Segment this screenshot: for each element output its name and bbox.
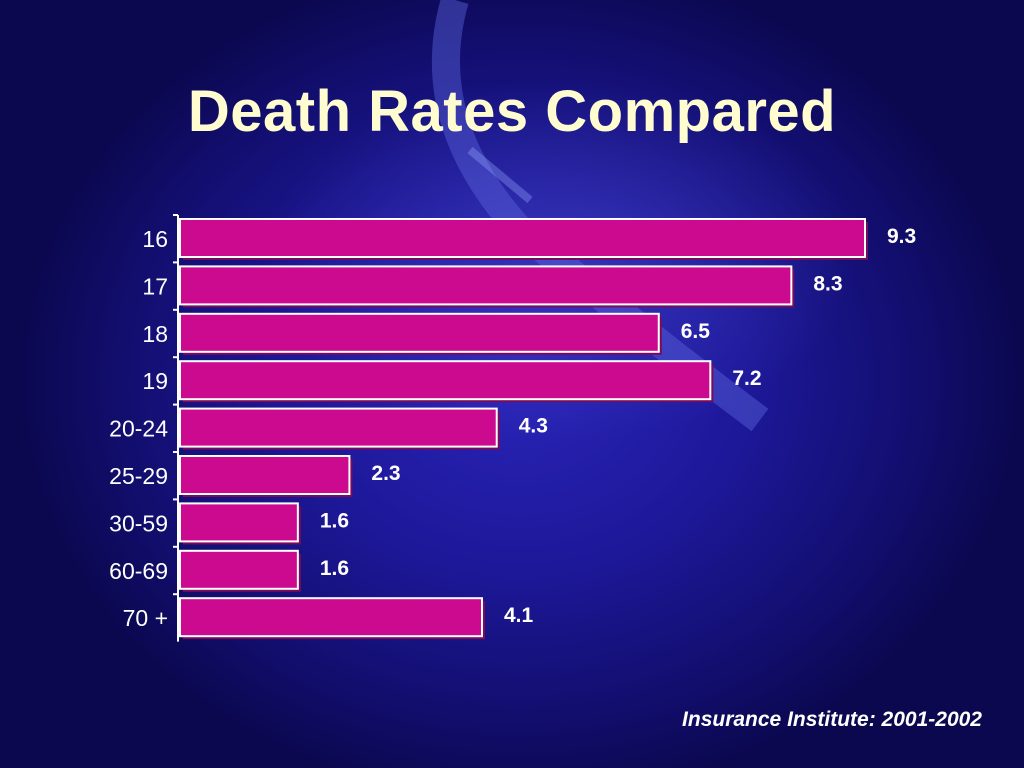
bar (179, 549, 299, 590)
category-label: 70 + (123, 605, 168, 631)
category-label: 25-29 (109, 463, 168, 489)
category-label: 20-24 (109, 416, 168, 442)
value-label: 4.1 (504, 604, 534, 627)
source-caption: Insurance Institute: 2001-2002 (682, 708, 982, 731)
value-label: 1.6 (320, 509, 349, 532)
bar (179, 407, 498, 448)
category-label: 18 (142, 321, 168, 347)
category-label: 16 (142, 226, 168, 252)
value-label: 7.2 (732, 367, 761, 390)
value-label: 1.6 (320, 557, 349, 580)
value-label: 4.3 (519, 415, 548, 438)
bar (179, 502, 299, 543)
bar (179, 360, 712, 401)
category-label: 60-69 (109, 558, 168, 584)
category-label: 17 (142, 273, 168, 299)
bar (179, 218, 866, 258)
value-label: 9.3 (887, 225, 916, 248)
category-label: 30-59 (109, 510, 168, 536)
bar (179, 265, 793, 306)
value-label: 8.3 (813, 272, 842, 295)
bar (179, 597, 483, 638)
bar (179, 455, 351, 495)
value-label: 6.5 (681, 320, 711, 343)
bar (179, 312, 660, 353)
page-title: Death Rates Compared (187, 79, 837, 144)
category-label: 19 (142, 368, 168, 394)
value-label: 2.3 (371, 462, 400, 485)
